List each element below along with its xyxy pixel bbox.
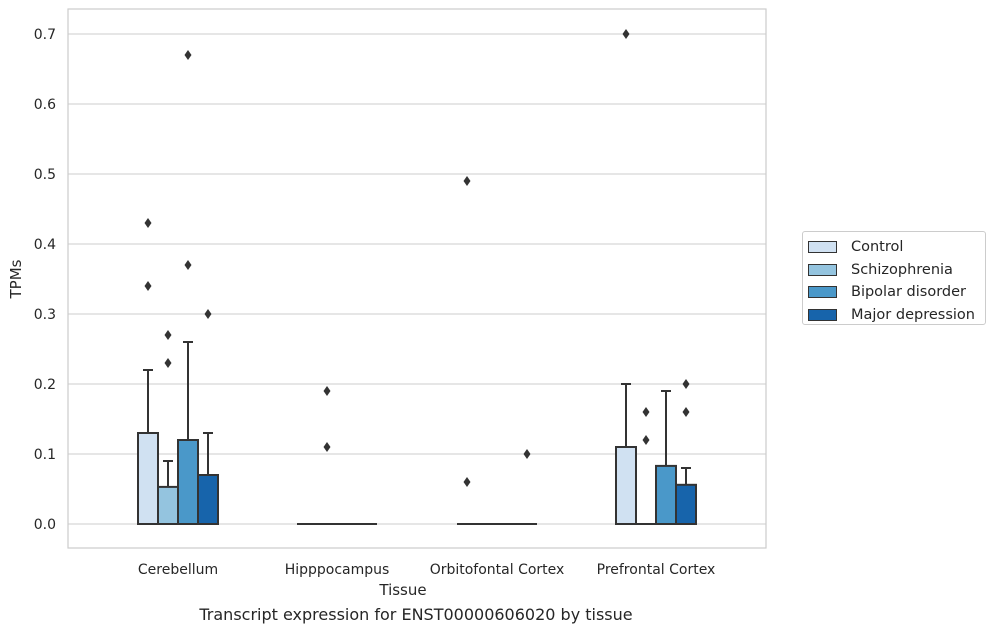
box: [655, 390, 677, 525]
box: [517, 449, 537, 525]
y-tick-label: 0.2: [34, 377, 56, 393]
box-body: [655, 464, 677, 525]
x-tick-label: Cerebellum: [138, 562, 218, 578]
legend-label: Control: [851, 239, 904, 256]
outlier-point: [323, 442, 331, 452]
legend-swatch: [808, 286, 837, 299]
box-body: [675, 483, 697, 525]
box: [457, 176, 477, 525]
chart-title: Transcript expression for ENST0000060602…: [199, 605, 633, 624]
outlier-point: [323, 386, 331, 396]
y-tick-label: 0.7: [34, 27, 56, 43]
outlier-point: [622, 29, 630, 39]
outlier-point: [184, 260, 192, 270]
box-body: [137, 432, 159, 525]
x-axis-ticks: Cerebellum Hipppocampus Orbitofontal Corte…: [138, 562, 715, 578]
box: [636, 407, 656, 525]
y-tick-label: 0.4: [34, 237, 56, 253]
series-major-depression: [197, 309, 697, 525]
y-tick-label: 0.1: [34, 447, 56, 463]
box-body: [615, 446, 637, 525]
y-tick-label: 0.6: [34, 97, 56, 113]
legend-item: Bipolar disorder: [808, 281, 985, 304]
box: [177, 50, 199, 525]
y-tick-label: 0.5: [34, 167, 56, 183]
outlier-point: [682, 379, 690, 389]
y-tick-label: 0.0: [34, 517, 56, 533]
series-control: [137, 29, 637, 525]
plot-frame: [67, 8, 767, 549]
legend-swatch: [808, 241, 837, 254]
x-tick-label: Prefrontal Cortex: [597, 562, 716, 578]
outlier-point: [184, 50, 192, 60]
legend-item: Control: [808, 236, 985, 259]
outlier-point: [144, 281, 152, 291]
box-body: [197, 474, 219, 525]
legend-item: Schizophrenia: [808, 259, 985, 282]
legend-label: Major depression: [851, 306, 975, 323]
series-schizophrenia: [157, 330, 656, 525]
box: [137, 218, 159, 525]
outlier-point: [682, 407, 690, 417]
outlier-point: [204, 309, 212, 319]
outlier-point: [463, 176, 471, 186]
y-tick-label: 0.3: [34, 307, 56, 323]
box: [615, 29, 637, 525]
outlier-point: [164, 358, 172, 368]
box-body: [157, 485, 179, 525]
grid-lines: [68, 33, 766, 525]
box: [197, 309, 219, 525]
outlier-point: [642, 407, 650, 417]
legend: Control Schizophrenia Bipolar disorder Majo…: [802, 231, 986, 325]
outlier-point: [144, 218, 152, 228]
legend-label: Schizophrenia: [851, 261, 953, 278]
y-axis-ticks: 0.0 0.1 0.2 0.3 0.4 0.5 0.6 0.7: [34, 27, 56, 533]
legend-swatch: [808, 308, 837, 321]
legend-item: Major depression: [808, 304, 985, 327]
series-bipolar-disorder: [177, 50, 677, 525]
outlier-point: [523, 449, 531, 459]
x-tick-label: Hipppocampus: [285, 562, 390, 578]
y-axis-label: TPMs: [7, 259, 25, 299]
box: [317, 386, 337, 525]
box-body: [177, 439, 199, 525]
box: [675, 379, 697, 525]
x-axis-label: Tissue: [378, 581, 426, 599]
outlier-point: [642, 435, 650, 445]
outlier-point: [164, 330, 172, 340]
box-plot-series: [137, 29, 697, 525]
legend-label: Bipolar disorder: [851, 284, 966, 301]
legend-swatch: [808, 263, 837, 276]
box: [157, 330, 179, 525]
outlier-point: [463, 477, 471, 487]
x-tick-label: Orbitofontal Cortex: [430, 562, 565, 578]
